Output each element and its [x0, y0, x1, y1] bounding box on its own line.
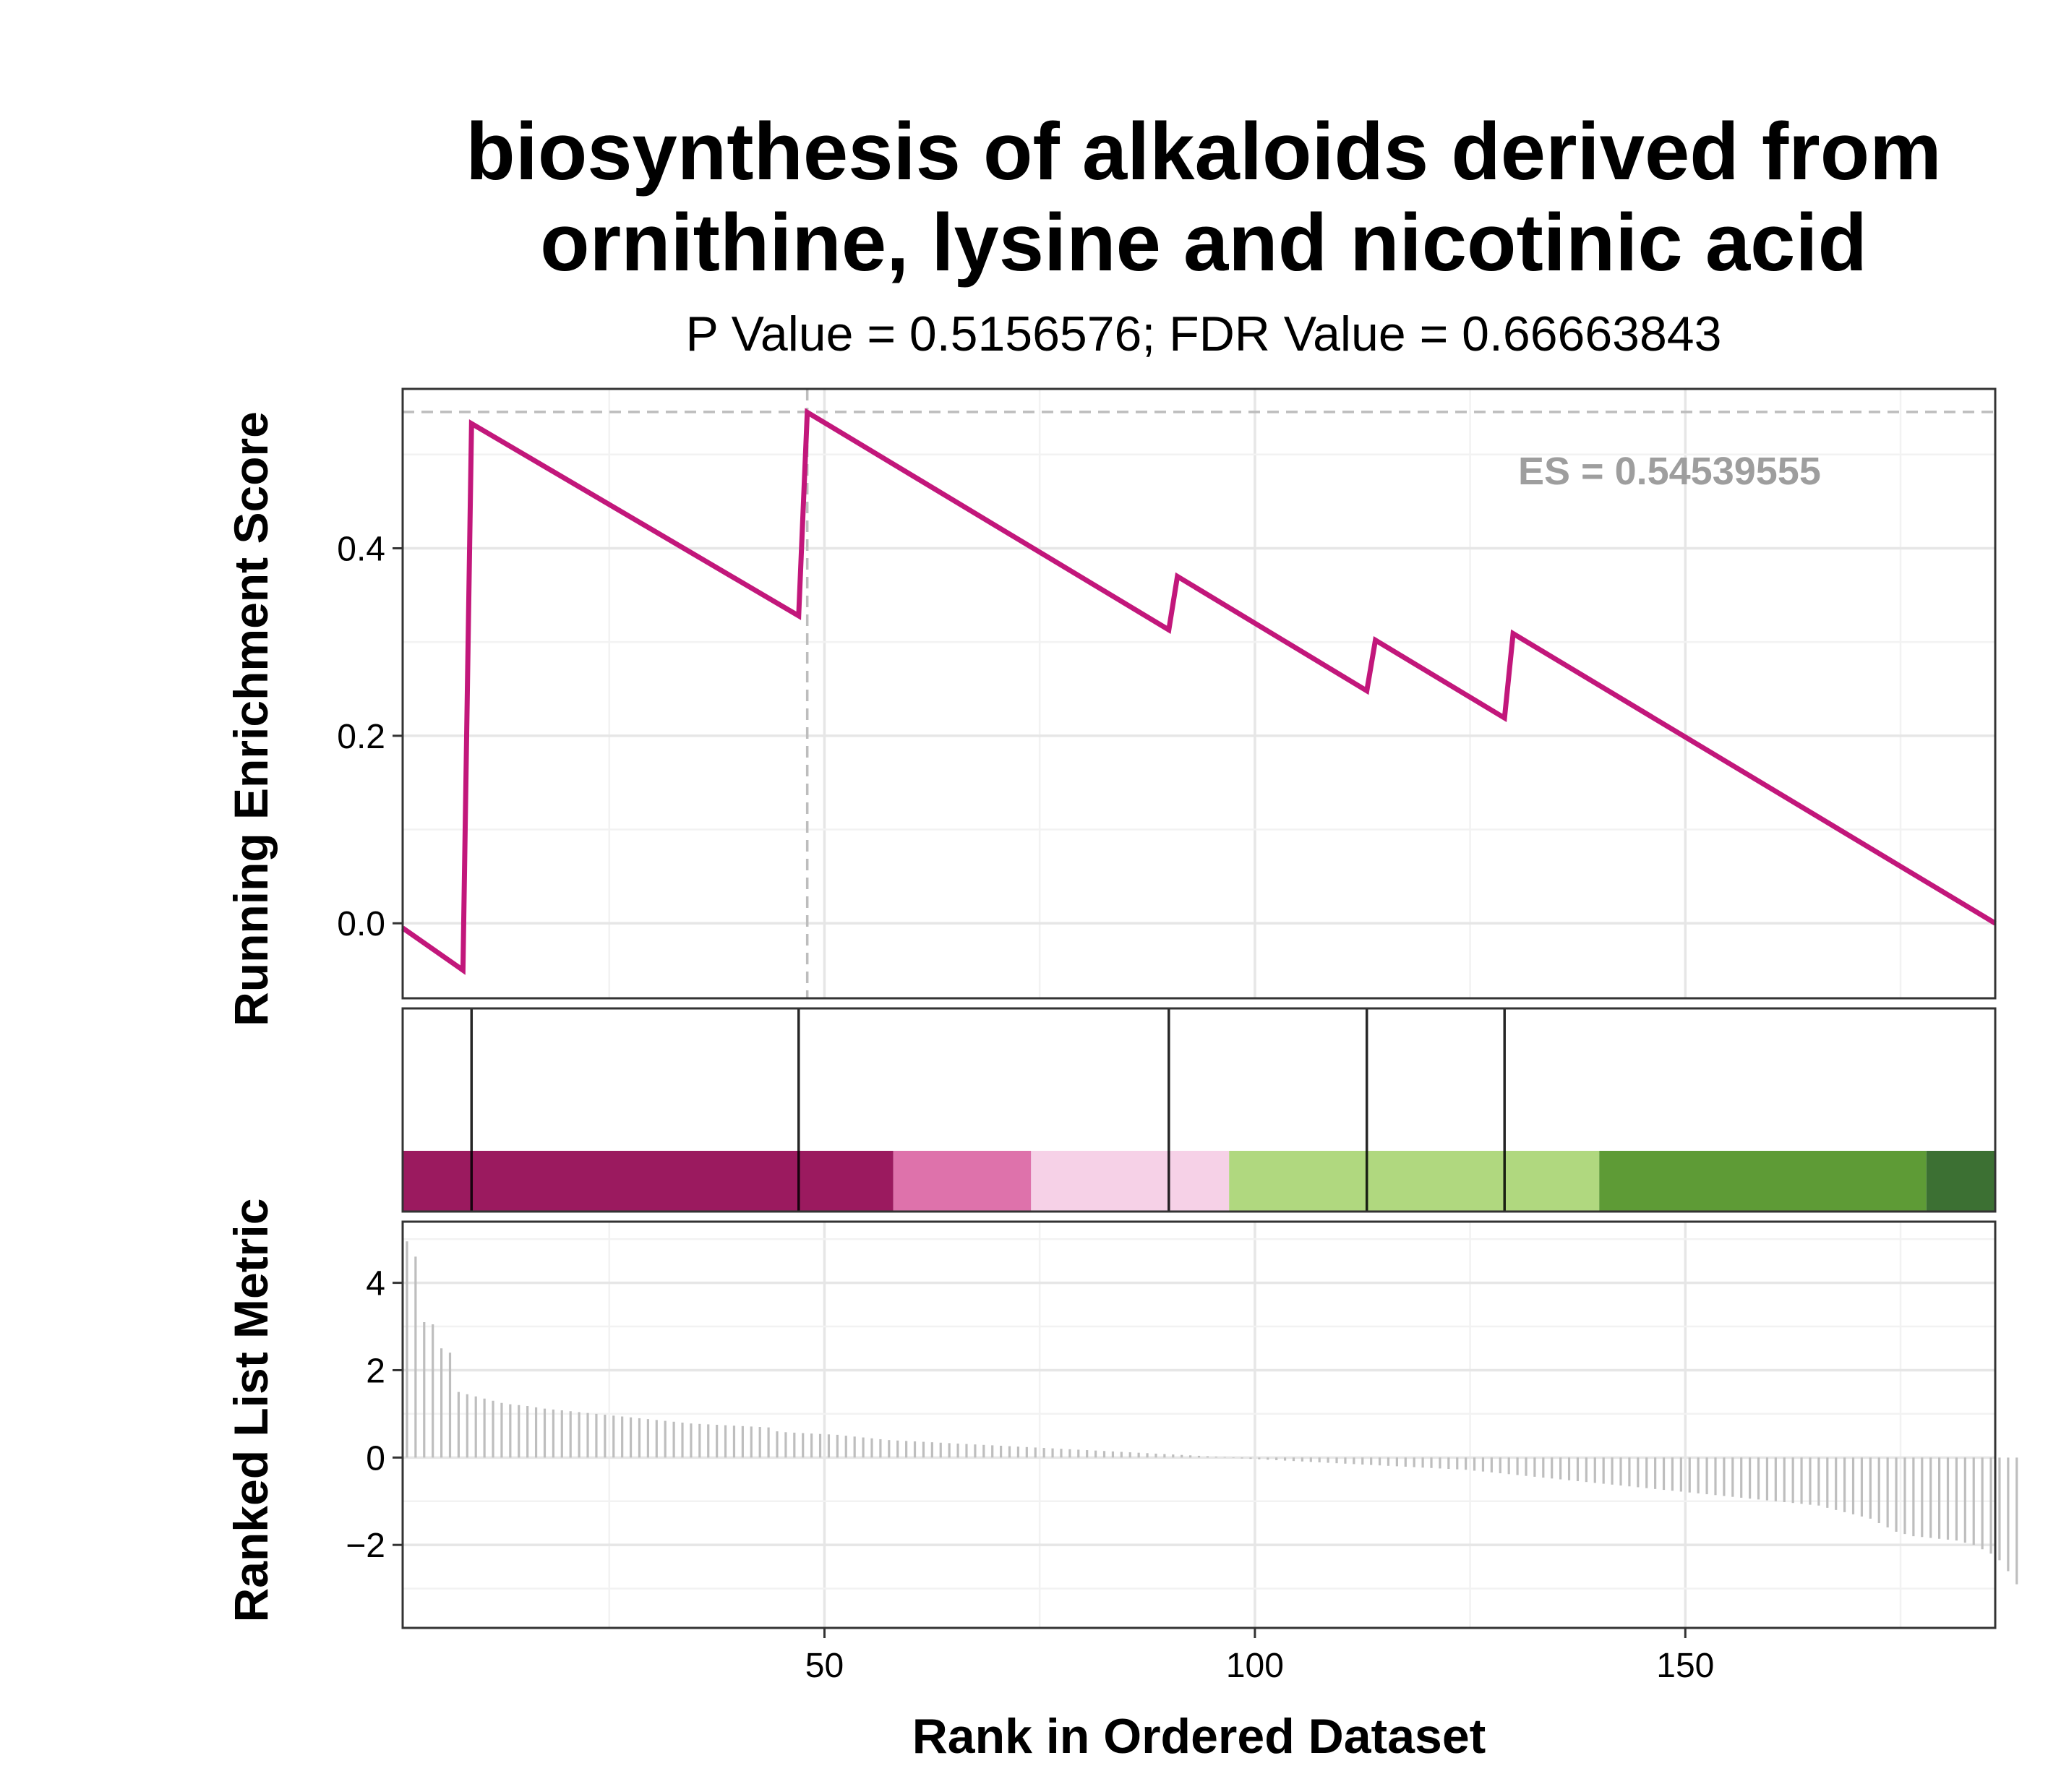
y-tick-label: −2 — [346, 1527, 385, 1565]
y-tick-label: 0.2 — [337, 718, 385, 756]
y-tick-label: 0.4 — [337, 530, 385, 568]
hit-band — [1229, 1151, 1600, 1212]
hit-band — [1031, 1151, 1230, 1212]
y-tick-label: 2 — [366, 1352, 385, 1390]
running-es-line — [400, 408, 1997, 975]
chart-title-line-1: biosynthesis of alkaloids derived from — [466, 106, 1942, 197]
hit-band — [403, 1151, 894, 1212]
x-tick-label: 150 — [1656, 1647, 1714, 1685]
y-tick-label: 0.0 — [337, 905, 385, 943]
es-annotation: ES = 0.54539555 — [1518, 450, 1821, 493]
hit-lines — [470, 1008, 1506, 1212]
panel-frames — [401, 387, 1997, 1629]
hit-color-bands — [403, 1151, 1995, 1212]
hit-band — [893, 1151, 1032, 1212]
hits-panel-frame — [401, 1007, 1997, 1213]
axes-layer: 0.0 0.2 0.4 −2 0 2 4 50 100 150 Rank in Ordered Da… — [224, 411, 1714, 1764]
y-tick-label: 0 — [366, 1439, 385, 1478]
y-tick-label: 4 — [366, 1265, 385, 1303]
enrichment-panel-frame — [401, 387, 1997, 1000]
y-axis-label-enrichment: Running Enrichment Score — [224, 411, 278, 1026]
x-tick-label: 50 — [805, 1647, 844, 1685]
enrichment-layer: ES = 0.54539555 — [400, 389, 1997, 998]
hit-band — [1599, 1151, 1927, 1212]
x-tick-label: 100 — [1226, 1647, 1284, 1685]
chart-title-line-2: ornithine, lysine and nicotinic acid — [540, 197, 1867, 288]
chart-subtitle: P Value = 0.5156576; FDR Value = 0.66663… — [685, 306, 1722, 361]
x-axis-label: Rank in Ordered Dataset — [912, 1709, 1486, 1764]
y-axis-label-ranked: Ranked List Metric — [224, 1199, 278, 1623]
ranked-panel-frame — [401, 1220, 1997, 1629]
hit-band — [1926, 1151, 1995, 1212]
ranked-metric-bars — [406, 1241, 2018, 1585]
grid-layer — [403, 389, 1995, 1628]
